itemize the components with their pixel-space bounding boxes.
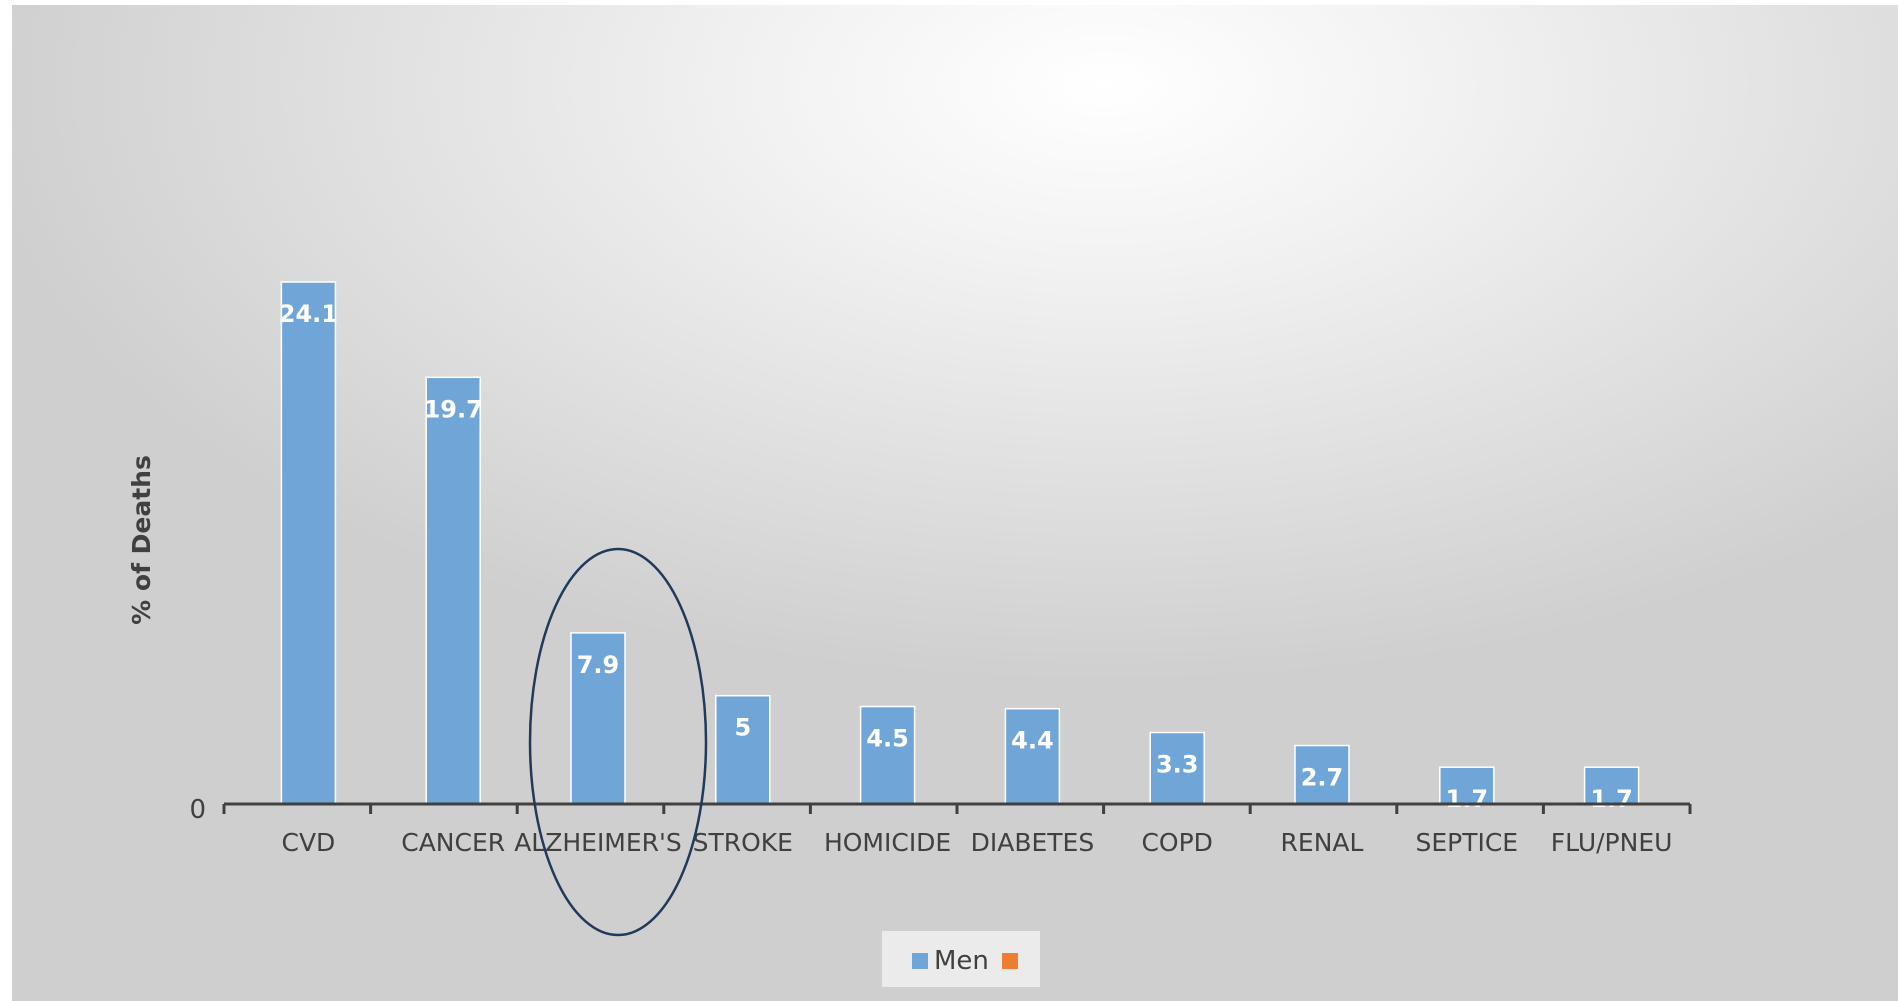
bar-value-label: 19.7 — [424, 395, 483, 423]
legend-label: Men — [934, 946, 989, 976]
bar-value-label: 4.5 — [866, 725, 909, 753]
bar — [1004, 707, 1061, 805]
value-labels: 24.1 19.7 7.9 5 4.5 4.4 3.3 2.7 1.7 1.7 — [279, 300, 1633, 813]
bar-value-label: 7.9 — [577, 651, 620, 679]
x-axis — [222, 802, 1692, 814]
category-label: RENAL — [1281, 828, 1364, 857]
y-axis-title: % of Deaths — [127, 455, 156, 625]
bar-chart: 24.1 19.7 7.9 5 4.5 4.4 3.3 2.7 1.7 1.7 CVD CANCER… — [127, 281, 1692, 987]
y-tick-label: 0 — [189, 795, 206, 825]
annotations — [528, 547, 708, 937]
highlight-ellipse — [528, 547, 708, 937]
bar — [859, 705, 916, 805]
bar-value-label: 1.7 — [1446, 785, 1489, 813]
category-labels: CVD CANCER ALZHEIMER'S STROKE HOMICIDE DIABET… — [281, 828, 1672, 857]
legend-swatch — [912, 953, 928, 969]
bar-value-label: 1.7 — [1590, 785, 1633, 813]
legend: Men — [882, 931, 1040, 987]
category-label: COPD — [1141, 828, 1212, 857]
bar — [1149, 731, 1205, 805]
bar — [425, 376, 481, 805]
category-label: CVD — [281, 828, 335, 857]
category-label: HOMICIDE — [824, 828, 951, 857]
bars — [280, 281, 1640, 805]
bar — [715, 694, 771, 805]
category-label: STROKE — [693, 828, 793, 857]
bar-value-label: 4.4 — [1011, 727, 1054, 755]
bar-value-label: 3.3 — [1156, 751, 1199, 779]
category-label: FLU/PNEU — [1551, 828, 1673, 857]
bar-value-label: 2.7 — [1301, 764, 1344, 792]
category-label: DIABETES — [971, 828, 1095, 857]
bar-value-label: 5 — [734, 714, 751, 742]
chart-area: 24.1 19.7 7.9 5 4.5 4.4 3.3 2.7 1.7 1.7 CVD CANCER… — [12, 5, 1898, 1001]
bar-value-label: 24.1 — [279, 300, 338, 328]
category-label: CANCER — [401, 828, 505, 857]
bar — [1439, 766, 1495, 805]
bar — [570, 632, 626, 805]
bar — [280, 281, 337, 805]
category-label: SEPTICE — [1415, 828, 1518, 857]
legend-swatch — [1002, 953, 1018, 969]
